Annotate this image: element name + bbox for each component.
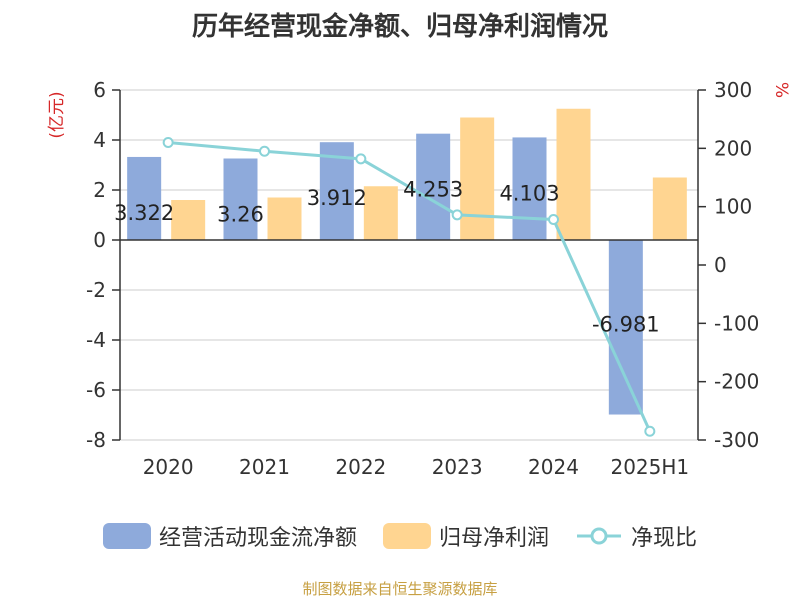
left-tick-label: 4 <box>93 128 106 152</box>
ratio-point <box>162 137 174 148</box>
legend-swatch-cashflow <box>102 523 151 549</box>
legend-label-ratio: 净现比 <box>631 526 698 551</box>
right-tick-label: 100 <box>714 195 752 219</box>
legend: 经营活动现金流净额 归母净利润 净现比 <box>0 516 800 556</box>
left-tick-label: -2 <box>86 278 106 302</box>
bar-cashflow <box>608 240 643 415</box>
bar-cashflow <box>416 133 451 240</box>
bar-cashflow <box>223 158 258 240</box>
ratio-point <box>548 214 559 225</box>
chart-title: 历年经营现金净额、归母净利润情况 <box>191 12 608 42</box>
axes <box>112 89 706 441</box>
bar-profit <box>460 117 495 240</box>
bar-profit <box>363 186 398 240</box>
legend-item-cashflow: 经营活动现金流净额 <box>102 520 357 552</box>
left-tick-label: 0 <box>93 228 106 252</box>
right-tick-label: 0 <box>714 253 727 277</box>
bar-profit <box>171 200 206 240</box>
left-tick-label: -4 <box>86 328 106 352</box>
source-note: 制图数据来自恒生聚源数据库 <box>302 580 498 598</box>
ratio-point <box>355 153 367 165</box>
legend-item-ratio: 净现比 <box>575 520 697 552</box>
bar-profit <box>556 108 591 240</box>
right-tick-label: -300 <box>714 428 759 452</box>
bar-value-label: 3.322 <box>114 201 174 225</box>
ratio-point <box>451 209 463 221</box>
bar-cashflow <box>127 156 162 240</box>
legend-item-profit: 归母净利润 <box>382 520 549 552</box>
bar-profit <box>652 177 687 240</box>
legend-label-cashflow: 经营活动现金流净额 <box>158 526 357 551</box>
category-label: 2024 <box>528 455 579 479</box>
right-tick-label: 300 <box>714 78 752 102</box>
right-tick-label: 200 <box>714 136 752 160</box>
grid-lines <box>120 89 698 441</box>
category-label: 2023 <box>432 455 483 479</box>
bar-value-label: -6.981 <box>592 312 660 336</box>
left-tick-label: 2 <box>93 178 106 202</box>
left-axis-title: (亿元) <box>47 91 67 138</box>
bar-value-label: 4.253 <box>403 178 463 202</box>
ratio-line-path <box>168 141 652 432</box>
bar-value-label: 4.103 <box>499 181 559 205</box>
data-labels: 3.322 3.26 3.912 4.253 4.103 -6.981 <box>114 178 660 337</box>
ratio-point <box>644 425 656 437</box>
legend-swatch-profit <box>382 523 431 549</box>
legend-swatch-ratio <box>577 527 621 545</box>
bar-value-label: 3.26 <box>217 203 264 227</box>
left-tick-label: -8 <box>86 428 106 452</box>
category-label: 2021 <box>239 455 290 479</box>
category-label: 2022 <box>335 455 386 479</box>
bars <box>127 108 687 415</box>
category-label: 2025H1 <box>610 455 689 479</box>
right-axis-title: % <box>771 82 791 98</box>
bar-cashflow <box>512 137 547 240</box>
ratio-line <box>162 137 656 437</box>
bar-value-label: 3.912 <box>307 186 367 210</box>
category-label: 2020 <box>143 455 194 479</box>
left-tick-label: -6 <box>86 378 106 402</box>
ratio-point <box>259 145 270 157</box>
right-tick-label: -100 <box>714 311 759 335</box>
legend-label-profit: 归母净利润 <box>438 526 549 551</box>
bar-profit <box>267 197 302 240</box>
left-tick-label: 6 <box>93 78 106 102</box>
tick-labels: 6 4 2 0 -2 -4 -6 -8 300 200 100 0 -100 -200 -300 2020 20… <box>47 78 791 479</box>
right-tick-label: -200 <box>714 370 759 394</box>
